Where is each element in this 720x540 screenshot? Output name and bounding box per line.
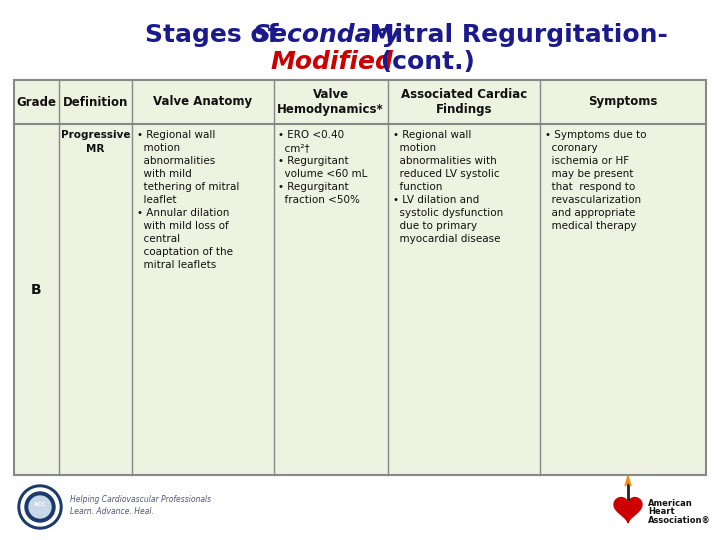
Text: Association®: Association®: [648, 516, 711, 524]
Text: Mitral Regurgitation-: Mitral Regurgitation-: [361, 23, 668, 47]
Text: • ERO <0.40
  cm²†
• Regurgitant
  volume <60 mL
• Regurgitant
  fraction <50%: • ERO <0.40 cm²† • Regurgitant volume <6…: [279, 130, 368, 205]
Circle shape: [21, 488, 59, 526]
Polygon shape: [625, 476, 631, 486]
Text: B: B: [31, 282, 42, 296]
Text: Valve Anatomy: Valve Anatomy: [153, 96, 252, 109]
FancyBboxPatch shape: [14, 80, 706, 475]
Text: Symptoms: Symptoms: [588, 96, 657, 109]
Text: Modified: Modified: [270, 50, 393, 74]
Polygon shape: [614, 497, 642, 523]
Text: Valve
Hemodynamics*: Valve Hemodynamics*: [277, 87, 384, 117]
Text: Heart: Heart: [648, 508, 675, 516]
Text: Learn. Advance. Heal.: Learn. Advance. Heal.: [70, 508, 154, 516]
Text: Grade: Grade: [17, 96, 56, 109]
Circle shape: [18, 485, 62, 529]
Circle shape: [25, 492, 55, 522]
Text: Stages of: Stages of: [145, 23, 287, 47]
Text: (cont.): (cont.): [372, 50, 475, 74]
Text: Associated Cardiac
Findings: Associated Cardiac Findings: [400, 87, 527, 117]
Text: Secondary: Secondary: [253, 23, 401, 47]
Text: • Symptoms due to
  coronary
  ischemia or HF
  may be present
  that  respond t: • Symptoms due to coronary ischemia or H…: [545, 130, 647, 231]
Text: Definition: Definition: [63, 96, 128, 109]
Text: American: American: [648, 500, 693, 509]
Circle shape: [29, 496, 51, 518]
Text: • Regional wall
  motion
  abnormalities with
  reduced LV systolic
  function
•: • Regional wall motion abnormalities wit…: [392, 130, 503, 244]
Text: Progressive
MR: Progressive MR: [60, 130, 130, 154]
Text: ACC: ACC: [34, 503, 46, 508]
Text: Helping Cardiovascular Professionals: Helping Cardiovascular Professionals: [70, 496, 211, 504]
Text: • Regional wall
  motion
  abnormalities
  with mild
  tethering of mitral
  lea: • Regional wall motion abnormalities wit…: [137, 130, 239, 271]
